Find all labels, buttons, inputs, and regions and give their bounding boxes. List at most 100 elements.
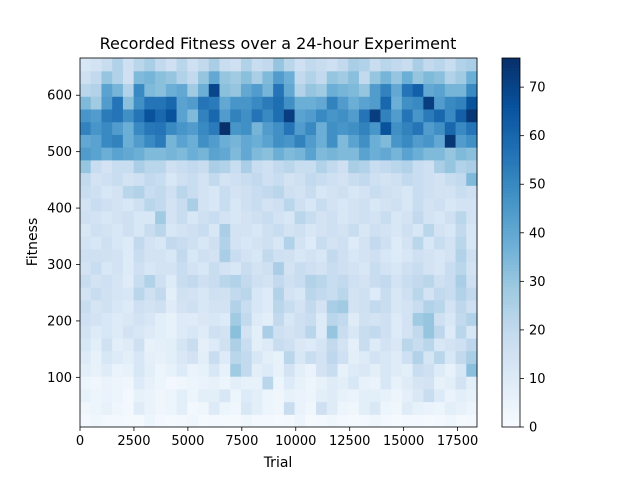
heatmap-cell xyxy=(240,70,253,85)
heatmap-cell xyxy=(305,134,317,148)
heatmap-cell xyxy=(283,388,296,403)
heatmap-cell xyxy=(305,159,317,174)
heatmap-cell xyxy=(434,121,446,135)
heatmap-cell xyxy=(219,70,231,85)
heatmap-cell xyxy=(112,388,124,403)
heatmap-cell xyxy=(133,287,145,301)
heatmap-cell xyxy=(466,58,478,72)
heatmap-cell xyxy=(337,159,349,174)
heatmap-cell xyxy=(444,261,457,275)
heatmap-cell xyxy=(358,274,371,288)
colorbar-tick-label: 30 xyxy=(529,275,546,290)
heatmap-cell xyxy=(316,299,328,314)
heatmap-cell xyxy=(80,108,92,123)
heatmap-cell xyxy=(240,248,253,263)
heatmap-cell xyxy=(348,210,360,225)
heatmap-cell xyxy=(144,287,156,301)
heatmap-cell xyxy=(198,159,210,174)
heatmap-cell xyxy=(283,401,296,415)
heatmap-cell xyxy=(294,350,306,364)
heatmap-cell xyxy=(358,325,371,339)
heatmap-cell xyxy=(144,325,156,339)
heatmap-cell xyxy=(348,376,360,390)
heatmap-cell xyxy=(122,172,135,186)
heatmap-cell xyxy=(198,363,210,377)
heatmap-cell xyxy=(230,147,242,161)
heatmap-cell xyxy=(369,414,382,428)
heatmap-cell xyxy=(155,147,167,161)
heatmap-cell xyxy=(273,121,285,135)
colorbar-segment xyxy=(502,220,520,225)
heatmap-cell xyxy=(208,312,221,326)
heatmap-cell xyxy=(90,147,103,161)
heatmap-cell xyxy=(412,287,424,301)
heatmap-cell xyxy=(316,261,328,275)
heatmap-cell xyxy=(423,223,435,237)
heatmap-cell xyxy=(358,83,371,97)
heatmap-cell xyxy=(144,172,156,186)
heatmap-cell xyxy=(101,121,113,135)
heatmap-cell xyxy=(369,210,382,225)
heatmap-cell xyxy=(391,401,403,415)
heatmap-cell xyxy=(198,96,210,110)
heatmap-cell xyxy=(187,83,199,97)
colorbar-segment xyxy=(502,383,520,388)
colorbar-segment xyxy=(502,137,520,142)
heatmap-cell xyxy=(273,312,285,326)
heatmap-cell xyxy=(80,147,92,161)
y-tick-label: 300 xyxy=(47,258,72,273)
heatmap-cell xyxy=(316,401,328,415)
heatmap-cell xyxy=(133,121,145,135)
heatmap-cell xyxy=(176,210,188,225)
heatmap-cell xyxy=(283,134,296,148)
heatmap-cell xyxy=(230,210,242,225)
heatmap-cell xyxy=(466,388,478,403)
heatmap-cell xyxy=(466,261,478,275)
heatmap-cell xyxy=(133,223,145,237)
heatmap-cell xyxy=(348,388,360,403)
heatmap-cell xyxy=(273,134,285,148)
heatmap-cell xyxy=(262,414,274,428)
heatmap-cell xyxy=(112,414,124,428)
heatmap-cell xyxy=(165,325,178,339)
heatmap-cell xyxy=(369,274,382,288)
heatmap-cell xyxy=(294,376,306,390)
heatmap-cell xyxy=(101,223,113,237)
heatmap-cell xyxy=(358,70,371,85)
heatmap-cell xyxy=(380,312,392,326)
heatmap-cell xyxy=(219,134,231,148)
heatmap-cell xyxy=(434,274,446,288)
colorbar-segment xyxy=(502,254,520,259)
heatmap-cell xyxy=(187,96,199,110)
heatmap-cell xyxy=(283,312,296,326)
heatmap-cell xyxy=(101,350,113,364)
colorbar-segment xyxy=(502,347,520,351)
colorbar-segment xyxy=(502,273,520,277)
heatmap-cell xyxy=(444,274,457,288)
heatmap-cell xyxy=(316,287,328,301)
colorbar-segment xyxy=(502,174,520,179)
heatmap-cell xyxy=(401,96,414,110)
heatmap-cell xyxy=(80,185,92,199)
heatmap-cell xyxy=(198,350,210,364)
heatmap-cell xyxy=(251,376,264,390)
heatmap-cell xyxy=(230,261,242,275)
heatmap-cell xyxy=(219,223,231,237)
heatmap-cell xyxy=(176,376,188,390)
colorbar-segment xyxy=(502,70,520,74)
heatmap-cell xyxy=(112,147,124,161)
heatmap-cell xyxy=(305,210,317,225)
heatmap-cell xyxy=(273,299,285,314)
heatmap-cell xyxy=(444,287,457,301)
heatmap-cell xyxy=(326,159,339,174)
colorbar-segment xyxy=(502,322,520,327)
heatmap-cell xyxy=(165,147,178,161)
heatmap-cell xyxy=(133,83,145,97)
heatmap-cell xyxy=(133,108,145,123)
heatmap-cell xyxy=(230,376,242,390)
heatmap-cell xyxy=(294,223,306,237)
heatmap-cell xyxy=(176,287,188,301)
heatmap-cell xyxy=(133,172,145,186)
heatmap-cell xyxy=(369,299,382,314)
heatmap-cell xyxy=(90,363,103,377)
